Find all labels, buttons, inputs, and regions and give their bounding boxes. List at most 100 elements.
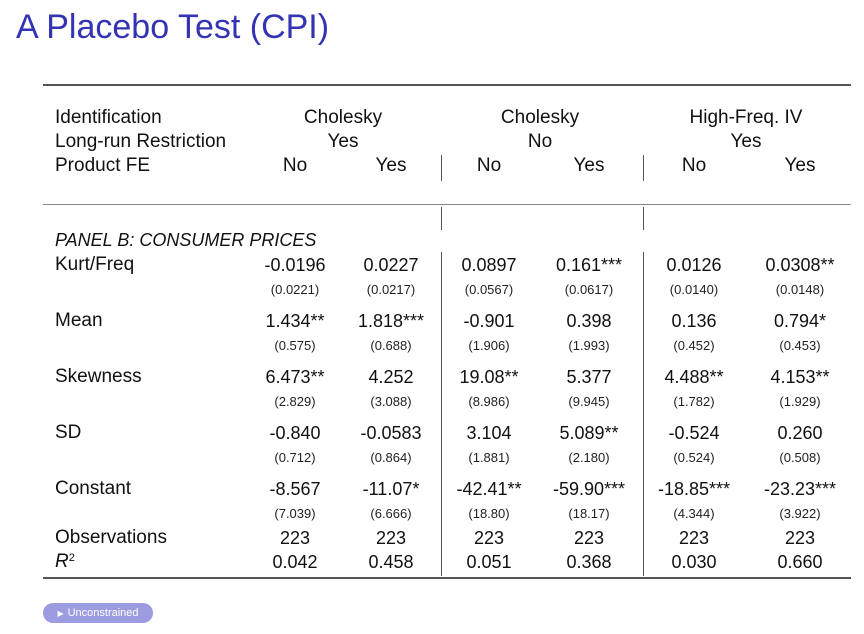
coef-cell: -0.901	[463, 311, 515, 331]
r2-cell: 0.042	[272, 552, 318, 572]
coef-cell: 1.434**	[265, 311, 325, 331]
coef-cell: 0.0227	[363, 255, 419, 275]
header-identification-group: Cholesky	[303, 107, 383, 128]
header-longrun-label: Long-run Restriction	[55, 131, 227, 152]
coef-cell: -0.840	[269, 423, 321, 443]
se-cell: (1.929)	[779, 394, 821, 409]
observations-cell: 223	[279, 528, 311, 548]
header-identification-group: High-Freq. IV	[689, 107, 803, 128]
coef-cell: 1.818***	[357, 311, 425, 331]
header-identification-label: Identification	[55, 107, 162, 128]
observations-cell: 223	[784, 528, 816, 548]
column-separator	[643, 207, 644, 230]
r2-cell: 0.458	[368, 552, 414, 572]
se-cell: (1.993)	[568, 338, 610, 353]
se-cell: (0.524)	[673, 450, 715, 465]
column-separator	[441, 252, 442, 576]
coef-cell: 5.377	[566, 367, 612, 387]
header-productfe-col: Yes	[784, 155, 816, 176]
panel-title: PANEL B: CONSUMER PRICES	[55, 230, 317, 250]
coef-cell: 0.161***	[555, 255, 623, 275]
se-cell: (8.986)	[468, 394, 510, 409]
header-productfe-col: Yes	[375, 155, 407, 176]
r2-label: R2	[55, 551, 75, 573]
r2-label-base: R	[55, 551, 69, 572]
coef-cell: -18.85***	[657, 479, 731, 499]
se-cell: (0.864)	[370, 450, 412, 465]
se-cell: (2.180)	[568, 450, 610, 465]
coef-cell: 0.0126	[666, 255, 722, 275]
se-cell: (0.0567)	[464, 282, 514, 297]
row-label: Kurt/Freq	[55, 254, 135, 275]
se-cell: (1.906)	[468, 338, 510, 353]
unconstrained-label: Unconstrained	[67, 607, 139, 619]
se-cell: (1.782)	[673, 394, 715, 409]
coef-cell: 0.0308**	[765, 255, 835, 275]
triangle-right-icon: ▶	[57, 609, 64, 618]
table-bottom-rule	[43, 577, 851, 579]
unconstrained-button[interactable]: ▶ Unconstrained	[43, 603, 153, 623]
header-identification-group: Cholesky	[500, 107, 580, 128]
se-cell: (7.039)	[274, 506, 316, 521]
coef-cell: -0.0196	[264, 255, 326, 275]
se-cell: (1.881)	[468, 450, 510, 465]
header-productfe-col: Yes	[573, 155, 605, 176]
se-cell: (6.666)	[370, 506, 412, 521]
se-cell: (4.344)	[673, 506, 715, 521]
se-cell: (0.452)	[673, 338, 715, 353]
r2-label-sup: 2	[68, 552, 75, 564]
row-label: Skewness	[55, 366, 142, 387]
column-separator	[441, 207, 442, 230]
column-separator	[441, 155, 442, 181]
coef-cell: -42.41**	[456, 479, 522, 499]
coef-cell: 0.260	[777, 423, 823, 443]
se-cell: (0.688)	[370, 338, 412, 353]
row-label: Constant	[55, 478, 132, 499]
coef-cell: 0.136	[671, 311, 717, 331]
se-cell: (18.17)	[568, 506, 610, 521]
header-productfe-label: Product FE	[55, 155, 151, 176]
coef-cell: 0.0897	[461, 255, 517, 275]
observations-cell: 223	[573, 528, 605, 548]
header-productfe-col: No	[476, 155, 502, 176]
coef-cell: 3.104	[466, 423, 512, 443]
r2-cell: 0.660	[777, 552, 823, 572]
slide-title: A Placebo Test (CPI)	[16, 8, 330, 46]
header-longrun-group: Yes	[730, 131, 762, 152]
coef-cell: 19.08**	[459, 367, 519, 387]
coef-cell: -0.0583	[360, 423, 422, 443]
coef-cell: 4.153**	[770, 367, 830, 387]
coef-cell: 5.089**	[559, 423, 619, 443]
r2-cell: 0.368	[566, 552, 612, 572]
se-cell: (0.453)	[779, 338, 821, 353]
coef-cell: 4.252	[368, 367, 414, 387]
header-productfe-col: No	[681, 155, 707, 176]
se-cell: (0.712)	[274, 450, 316, 465]
se-cell: (0.0140)	[669, 282, 719, 297]
observations-cell: 223	[375, 528, 407, 548]
table-top-rule	[43, 84, 851, 86]
table-header-rule	[43, 204, 851, 205]
coef-cell: -23.23***	[763, 479, 837, 499]
observations-label: Observations	[55, 527, 167, 548]
se-cell: (3.088)	[370, 394, 412, 409]
se-cell: (0.0148)	[775, 282, 825, 297]
se-cell: (3.922)	[779, 506, 821, 521]
observations-cell: 223	[678, 528, 710, 548]
coef-cell: -59.90***	[552, 479, 626, 499]
header-longrun-group: No	[527, 131, 553, 152]
se-cell: (0.508)	[779, 450, 821, 465]
coef-cell: -8.567	[269, 479, 321, 499]
se-cell: (0.0617)	[564, 282, 614, 297]
column-separator	[643, 155, 644, 181]
r2-cell: 0.030	[671, 552, 717, 572]
coef-cell: 4.488**	[664, 367, 724, 387]
column-separator	[643, 252, 644, 576]
se-cell: (0.0217)	[366, 282, 416, 297]
r2-cell: 0.051	[466, 552, 512, 572]
coef-cell: -0.524	[668, 423, 720, 443]
header-longrun-group: Yes	[327, 131, 359, 152]
observations-cell: 223	[473, 528, 505, 548]
se-cell: (0.0221)	[270, 282, 320, 297]
row-label: SD	[55, 422, 82, 443]
